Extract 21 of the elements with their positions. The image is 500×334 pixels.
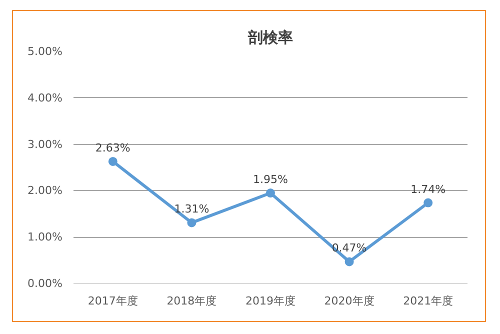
data-label: 1.74% [410, 182, 446, 196]
data-label: 1.95% [253, 173, 288, 186]
data-label: 2.63% [95, 141, 130, 154]
y-tick-label: 1.00% [28, 230, 63, 244]
x-tick-label: 2020年度 [324, 294, 374, 308]
point [187, 218, 196, 228]
x-tick-label: 2021年度 [403, 294, 454, 308]
y-tick-label: 4.00% [28, 91, 63, 104]
y-tick-label: 5.00% [28, 45, 63, 58]
point [424, 198, 433, 208]
data-label: 1.31% [174, 202, 210, 216]
x-tick-label: 2018年度 [166, 294, 217, 308]
point [108, 156, 118, 166]
y-tick-label: 2.00% [28, 184, 63, 198]
x-tick-label: 2017年度 [88, 294, 138, 308]
point [344, 257, 354, 266]
x-tick-label: 2019年度 [246, 294, 296, 308]
y-tick-label: 0.00% [28, 277, 63, 290]
chart-title: 剖検率 [247, 28, 293, 46]
y-tick-label: 3.00% [28, 138, 63, 151]
point [266, 188, 275, 198]
